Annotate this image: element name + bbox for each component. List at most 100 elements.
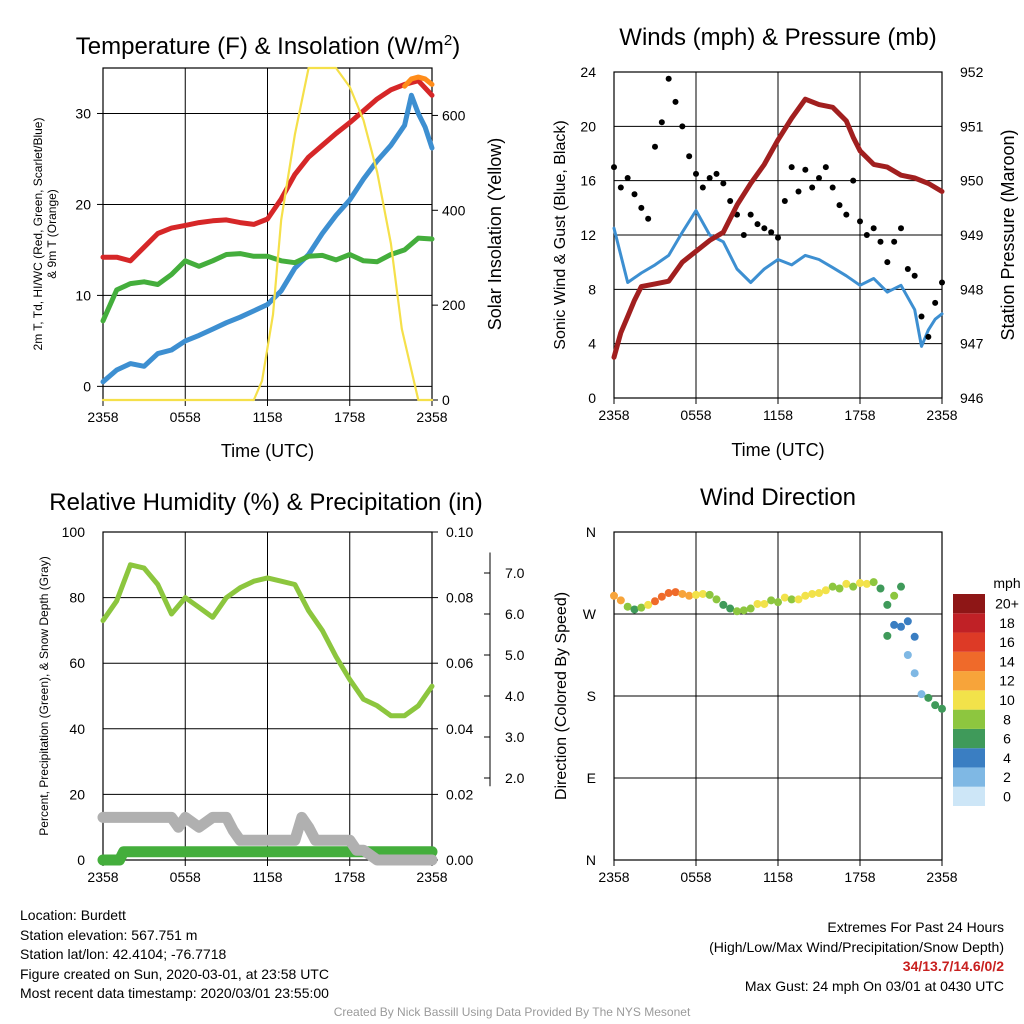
y-tick-label: 0 [588,390,596,406]
gust-point [665,75,672,82]
x-tick-label: 2358 [87,409,118,425]
direction-point [903,617,912,626]
station-info: Location: Burdett Station elevation: 567… [20,906,329,1004]
colorbar-tick-label: 2 [1003,769,1011,785]
y-tick-label: E [587,770,596,786]
gust-point [631,191,638,198]
station-elevation: Station elevation: 567.751 m [20,926,198,943]
gust-point [788,164,795,171]
gust-point [672,98,679,105]
series-line [611,96,945,360]
direction-point [760,599,769,608]
x-tick-label: 0558 [680,407,711,423]
direction-point [753,599,762,608]
x-tick-label: 2358 [926,869,957,885]
y2-tick-label: 951 [960,118,984,134]
series-line [402,74,435,89]
gust-point [904,265,911,272]
direction-point [903,651,912,659]
series-line [100,92,435,385]
y-tick-label: N [586,524,596,540]
y-axis-title: Percent, Precipitation (Green), & Snow D… [37,556,51,835]
y2-tick-label: 0.08 [446,590,473,606]
x-tick-label: 1758 [844,407,875,423]
x-tick-label: 2358 [598,869,629,885]
y3-tick-label: 3.0 [505,729,525,745]
direction-point [828,582,837,591]
x-tick-label: 0558 [170,869,201,885]
x-tick-label: 0558 [170,409,201,425]
direction-point [610,591,618,600]
colorbar-swatch [953,690,985,710]
y2-axis-title: Station Pressure (Maroon) [998,129,1018,340]
colorbar-swatch [953,748,985,768]
gust-point [727,198,734,205]
gust-point [870,225,877,232]
direction-point [698,589,707,598]
station-latlon: Station lat/lon: 42.4104; -76.7718 [20,946,227,963]
series-line [612,209,944,348]
y2-tick-label: 950 [960,173,984,189]
gust-point [850,177,857,184]
gust-point [645,215,652,222]
gust-point [679,123,686,130]
direction-point [917,690,926,699]
y-tick-label: 60 [69,655,85,671]
gust-point [877,238,884,245]
humidity-title: Relative Humidity (%) & Precipitation (i… [49,489,482,516]
colorbar-swatch [953,728,985,749]
gust-point [761,225,768,232]
direction-point [644,600,653,609]
gust-point [747,211,754,218]
x-axis-title: Time (UTC) [731,440,824,460]
y-tick-label: 24 [580,64,596,80]
direction-point [842,579,851,588]
gust-point [617,184,624,191]
gust-point [891,238,898,245]
direction-point [897,622,905,631]
colorbar-tick-label: 14 [999,653,1015,669]
direction-point [651,597,659,606]
y-tick-label: 100 [62,524,86,540]
direction-point [869,578,878,587]
gust-point [693,170,699,177]
y2-tick-label: 200 [442,297,466,313]
x-tick-label: 2358 [87,869,118,885]
direction-point [637,603,646,612]
extremes-info: Extremes For Past 24 Hours (High/Low/Max… [709,918,1004,996]
x-axis-title: Time (UTC) [221,441,314,461]
gust-point [768,229,775,236]
gust-point [822,164,829,171]
colorbar-label: mph [993,575,1020,591]
gust-point [706,174,713,181]
gust-point [624,174,631,181]
y2-tick-label: 0 [442,392,450,408]
x-tick-label: 2358 [598,407,629,423]
y-tick-label: 80 [69,590,85,606]
gust-point [884,259,891,266]
direction-point [910,632,919,641]
direction-point [849,582,858,591]
series-line [97,846,438,866]
y2-axis-title: Solar Insolation (Yellow) [485,138,505,330]
colorbar-swatch [953,671,985,691]
y2-tick-label: 0.06 [446,655,473,671]
recent-timestamp: Most recent data timestamp: 2020/03/01 2… [20,985,329,1002]
series-line [101,66,434,402]
direction-point [821,586,830,595]
series-line [100,562,435,719]
direction-point [910,669,919,678]
colorbar-tick-label: 10 [999,692,1015,708]
gust-point [754,221,761,228]
direction-point [862,579,871,588]
direction-point [890,591,899,600]
direction-point [780,593,789,602]
gust-point [932,299,939,306]
y2-tick-label: 952 [960,64,984,80]
y2-tick-label: 946 [960,390,984,406]
y2-tick-label: 600 [442,107,466,123]
direction-point [623,602,632,611]
y-tick-label: 40 [69,721,85,737]
y-tick-label: 16 [580,173,596,189]
